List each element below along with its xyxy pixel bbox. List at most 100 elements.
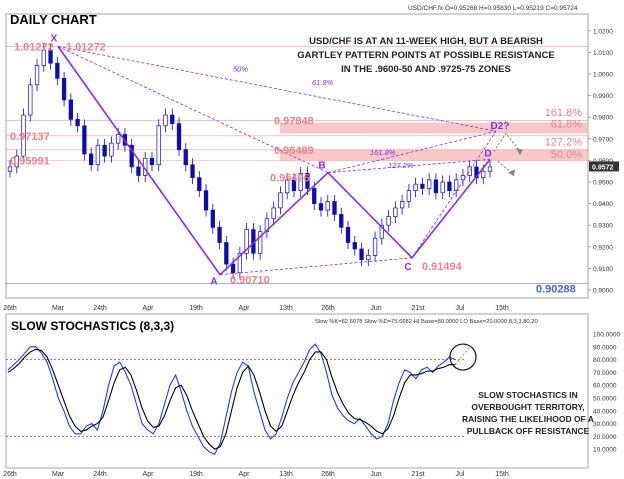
date-tick-label: 24th bbox=[93, 471, 107, 478]
date-tick-label: Apr bbox=[239, 471, 251, 478]
chart-title: DAILY CHART bbox=[10, 12, 97, 27]
candle-body bbox=[352, 242, 357, 250]
ratio-line-bd bbox=[327, 158, 491, 174]
candle-body bbox=[163, 114, 168, 127]
date-tick-label: 19th bbox=[189, 305, 203, 312]
level-label: 0.97137 bbox=[10, 131, 50, 143]
ratio-line-cd2 bbox=[411, 131, 497, 259]
date-tick-label: Mar bbox=[52, 471, 65, 478]
ratio-line-xd bbox=[57, 45, 497, 132]
date-tick-label: 21st bbox=[411, 471, 424, 478]
candle-body bbox=[156, 125, 161, 166]
zone-label: 50.0% bbox=[551, 149, 582, 161]
candle-body bbox=[359, 248, 364, 261]
zone-label: 61.8% bbox=[551, 119, 582, 131]
stoch-legend: Slow %K=82.6078 Slow %D=75.6682 HI Base=… bbox=[315, 319, 538, 325]
price-tick-label: 0.9400 bbox=[593, 201, 613, 208]
date-tick-label: Jul bbox=[456, 471, 465, 478]
stoch-note-3: RAISING THE LIKELIHOOD OF A bbox=[462, 414, 594, 424]
date-axis: 26th 26th Mar Mar 24th 24th Apr Apr 19th 19th Apr A… bbox=[3, 305, 509, 478]
candle-body bbox=[170, 114, 175, 125]
date-tick-label: 21st bbox=[411, 305, 424, 312]
stoch-tick-label: 20.0000 bbox=[593, 434, 617, 441]
stoch-tick-label: 50.0000 bbox=[593, 396, 617, 403]
stoch-tick-label: 30.0000 bbox=[593, 421, 617, 428]
arrow-head bbox=[516, 148, 523, 156]
candle-body bbox=[75, 119, 80, 127]
candle-body bbox=[82, 125, 87, 155]
candle-body bbox=[183, 149, 188, 166]
candle-body bbox=[95, 144, 101, 166]
candle-body bbox=[298, 173, 303, 191]
candle-body bbox=[264, 218, 270, 233]
level-label: 0.97848 bbox=[274, 115, 314, 127]
ratio-label-bd: 127.2% bbox=[388, 161, 414, 170]
candle-body bbox=[386, 216, 391, 226]
price-tick-label: 1.0100 bbox=[593, 50, 613, 57]
point-value-a: 0.90710 bbox=[230, 275, 270, 287]
zone-label: 127.2% bbox=[545, 136, 583, 148]
stoch-tick-label: 10.0000 bbox=[593, 447, 617, 454]
candle-body bbox=[427, 179, 432, 189]
date-tick-label: Jun bbox=[370, 471, 381, 478]
candle-body bbox=[312, 188, 317, 204]
price-tick-label: 0.9000 bbox=[593, 288, 613, 295]
candle-body bbox=[440, 181, 445, 194]
candle-body bbox=[217, 227, 222, 243]
date-tick-label: Jun bbox=[370, 305, 381, 312]
arrow-head bbox=[508, 169, 515, 177]
price-tick-label: 1.0200 bbox=[593, 28, 613, 35]
candle-body bbox=[88, 153, 94, 166]
annotation-line-3: IN THE .9600-50 AND .9725-75 ZONES bbox=[341, 64, 511, 75]
point-label-d: D bbox=[484, 148, 491, 159]
candle-body bbox=[7, 166, 13, 172]
date-tick-label: Apr bbox=[143, 471, 155, 478]
stoch-panel-frame bbox=[5, 313, 589, 469]
candle-body bbox=[366, 255, 371, 261]
candle-body bbox=[34, 65, 40, 86]
price-tick-label: 0.9200 bbox=[593, 244, 613, 251]
candle-body bbox=[305, 173, 310, 189]
point-label-c: C bbox=[404, 262, 411, 273]
ratio-line-ac bbox=[219, 257, 413, 276]
candle-body bbox=[55, 62, 60, 79]
stoch-note-4: PULLBACK OFF RESISTANCE bbox=[467, 426, 590, 436]
point-label-d2: D2? bbox=[491, 121, 510, 132]
candle-body bbox=[190, 164, 195, 179]
candle-body bbox=[291, 179, 297, 191]
price-tick-label: 0.9300 bbox=[593, 223, 613, 230]
candle-body bbox=[487, 166, 493, 172]
candle-body bbox=[48, 49, 53, 64]
zone-label: 161.8% bbox=[545, 107, 583, 119]
overbought-circle bbox=[449, 343, 477, 371]
date-tick-label: 15th bbox=[495, 471, 509, 478]
level-label: 0.96489 bbox=[274, 145, 314, 157]
date-tick-label: 13th bbox=[279, 471, 293, 478]
price-tick-label: 0.9700 bbox=[593, 136, 613, 143]
candle-body bbox=[399, 201, 405, 209]
price-axis: 1.0200 1.0100 1.0000 0.9900 0.9800 0.9700 0.96… bbox=[588, 28, 619, 295]
stoch-axis: 100.0000 90.0000 80.0000 70.0000 60.0000 50.0… bbox=[593, 332, 620, 454]
candle-body bbox=[109, 142, 114, 157]
stoch-d-line bbox=[7, 348, 455, 450]
candle-body bbox=[149, 157, 155, 166]
stoch-note-2: OVERBOUGHT TERRITORY, bbox=[471, 402, 584, 412]
level-lines bbox=[6, 46, 588, 285]
candle-body bbox=[129, 144, 134, 168]
candle-body bbox=[379, 224, 384, 239]
level-label: 0.95991 bbox=[10, 156, 50, 168]
candle-body bbox=[413, 183, 418, 191]
resistance-zone bbox=[280, 149, 588, 161]
date-tick-label: 24th bbox=[93, 305, 107, 312]
candle-body bbox=[325, 201, 330, 211]
candle-body bbox=[116, 134, 121, 144]
date-tick-label: Jul bbox=[456, 305, 465, 312]
projection-arrow bbox=[497, 160, 513, 174]
candle-body bbox=[136, 166, 141, 176]
point-label-a: A bbox=[210, 277, 217, 288]
level-label: 0.90288 bbox=[536, 284, 576, 296]
candle-body bbox=[467, 166, 472, 176]
stoch-k-line bbox=[7, 343, 456, 456]
